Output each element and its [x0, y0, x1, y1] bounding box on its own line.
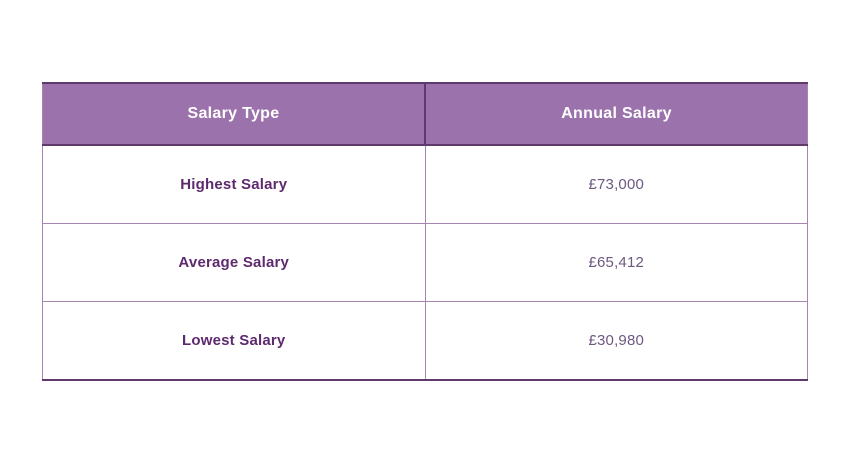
salary-table: Salary Type Annual Salary Highest Salary…	[42, 82, 808, 381]
salary-type-cell: Highest Salary	[42, 144, 426, 224]
table-row-average-salary: Average Salary £65,412	[42, 223, 808, 302]
table-row-highest-salary: Highest Salary £73,000	[42, 144, 808, 224]
annual-salary-cell: £30,980	[424, 301, 808, 381]
salary-type-cell: Lowest Salary	[42, 301, 426, 381]
annual-salary-cell: £65,412	[424, 223, 808, 302]
table-row-lowest-salary: Lowest Salary £30,980	[42, 301, 808, 381]
column-header-salary-type: Salary Type	[42, 82, 425, 146]
column-header-annual-salary: Annual Salary	[424, 82, 808, 146]
salary-type-cell: Average Salary	[42, 223, 426, 302]
table-header-row: Salary Type Annual Salary	[42, 82, 808, 146]
annual-salary-cell: £73,000	[424, 144, 808, 224]
